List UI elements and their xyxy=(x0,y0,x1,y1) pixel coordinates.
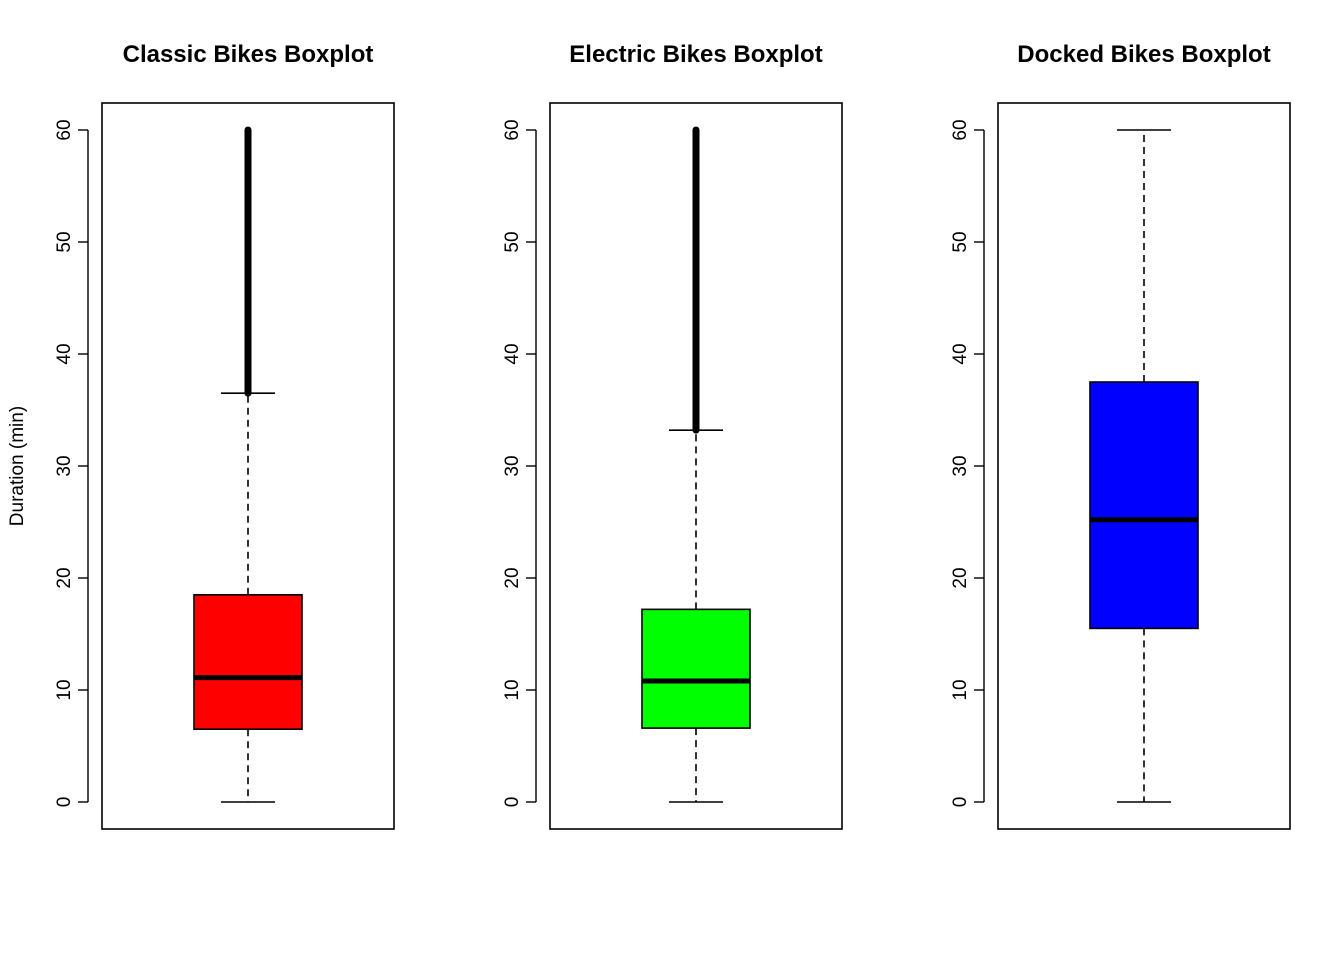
y-tick-label: 0 xyxy=(502,797,523,808)
y-tick-label: 30 xyxy=(950,455,971,476)
y-axis-label: Duration (min) xyxy=(7,406,28,526)
plot-frame xyxy=(101,102,395,830)
y-tick-label: 0 xyxy=(54,797,75,808)
iqr-box xyxy=(193,593,303,730)
panel-title: Electric Bikes Boxplot xyxy=(569,41,822,68)
plot-frame xyxy=(997,102,1291,830)
y-tick-label: 40 xyxy=(502,343,523,364)
iqr-box xyxy=(1089,381,1199,630)
panel-title: Classic Bikes Boxplot xyxy=(123,41,374,68)
boxplot-panel-3: Docked Bikes Boxplot 0 10 20 30 40 50 60 xyxy=(950,41,1291,830)
y-tick-label: 10 xyxy=(502,679,523,700)
y-tick-label: 20 xyxy=(950,567,971,588)
y-tick-label: 60 xyxy=(950,119,971,140)
y-tick-label: 0 xyxy=(950,797,971,808)
plot-frame xyxy=(549,102,843,830)
panel-title: Docked Bikes Boxplot xyxy=(1017,41,1270,68)
y-tick-label: 60 xyxy=(54,119,75,140)
y-tick-label: 20 xyxy=(54,567,75,588)
y-tick-label: 50 xyxy=(950,231,971,252)
y-tick-label: 10 xyxy=(950,679,971,700)
y-tick-label: 20 xyxy=(502,567,523,588)
y-tick-label: 10 xyxy=(54,679,75,700)
y-tick-label: 40 xyxy=(950,343,971,364)
panels: Classic Bikes Boxplot0102030405060Electr… xyxy=(54,41,1291,830)
y-tick-label: 50 xyxy=(502,231,523,252)
iqr-box xyxy=(641,608,751,729)
boxplot-panel-2: Electric Bikes Boxplot 0 10 20 30 40 50 60 xyxy=(502,41,843,830)
y-tick-label: 40 xyxy=(54,343,75,364)
y-tick-label: 30 xyxy=(502,455,523,476)
y-tick-label: 60 xyxy=(502,119,523,140)
boxplot-panel-1: Classic Bikes Boxplot 0 10 20 30 40 50 60 xyxy=(54,41,395,830)
y-tick-label: 30 xyxy=(54,455,75,476)
y-tick-label: 50 xyxy=(54,231,75,252)
